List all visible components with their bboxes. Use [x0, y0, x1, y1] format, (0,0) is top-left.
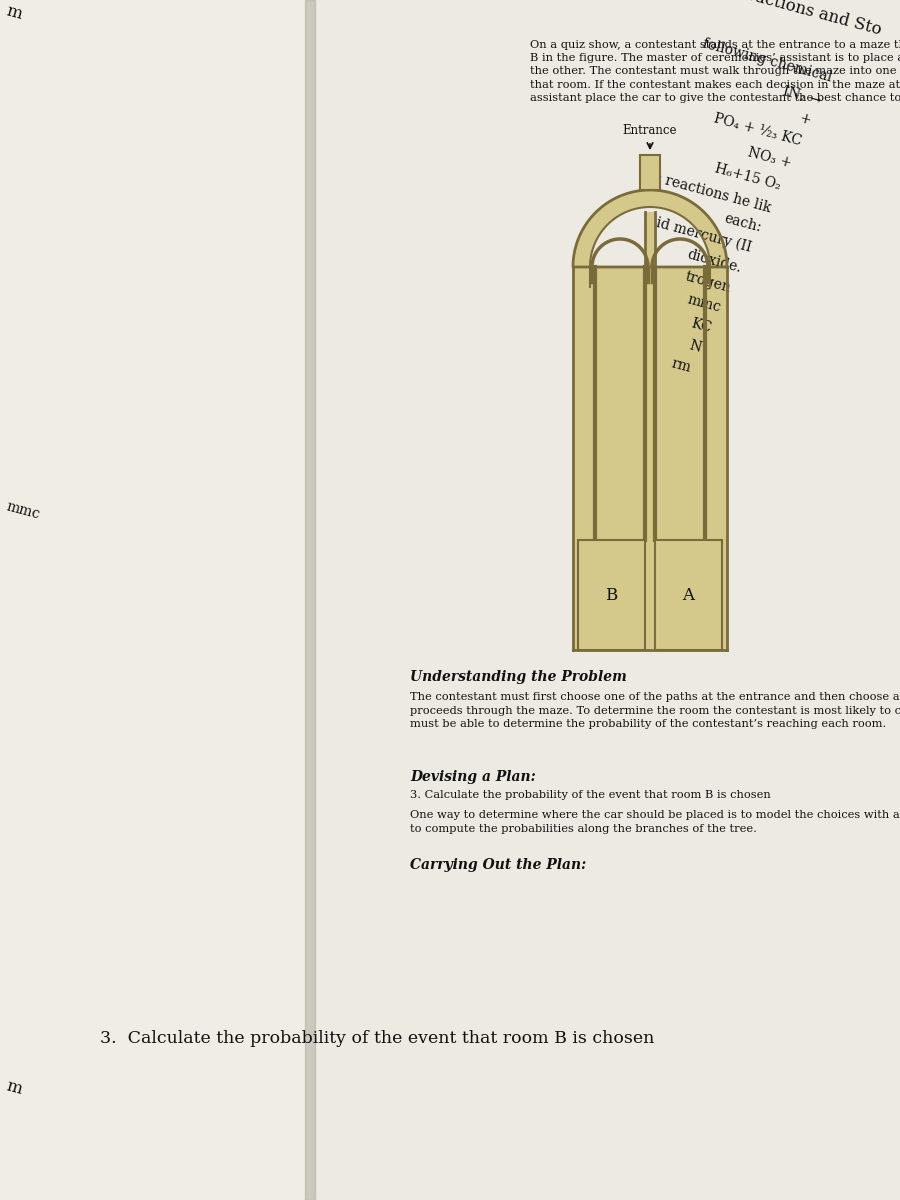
Bar: [578, 540, 645, 650]
Bar: [640, 155, 660, 190]
Text: Carrying Out the Plan:: Carrying Out the Plan:: [410, 858, 586, 872]
Polygon shape: [573, 190, 727, 650]
Text: PO₄ + ½₃ KC: PO₄ + ½₃ KC: [712, 110, 803, 148]
Text: NO₃ +: NO₃ +: [746, 145, 793, 170]
Polygon shape: [310, 0, 900, 1200]
Text: m: m: [4, 1078, 23, 1098]
Polygon shape: [590, 208, 710, 266]
Text: On a quiz show, a contestant stands at the entrance to a maze that opens into tw: On a quiz show, a contestant stands at t…: [530, 40, 900, 103]
Text: +: +: [798, 112, 813, 128]
Text: mmc: mmc: [686, 293, 723, 314]
Text: trogen: trogen: [684, 269, 733, 295]
Text: rm: rm: [670, 356, 693, 374]
Text: A: A: [682, 587, 695, 604]
Text: The contestant must first choose one of the paths at the entrance and then choos: The contestant must first choose one of …: [410, 692, 900, 730]
Text: H₆+15 O₂: H₆+15 O₂: [714, 162, 783, 193]
Polygon shape: [645, 212, 655, 287]
Polygon shape: [0, 0, 310, 1200]
Text: IN₂ →: IN₂ →: [781, 84, 823, 108]
Text: B: B: [606, 587, 617, 604]
Bar: [655, 540, 722, 650]
Text: m: m: [4, 2, 23, 23]
Text: olid mercury (II: olid mercury (II: [642, 212, 753, 254]
Text: 3. Calculate the probability of the event that room B is chosen: 3. Calculate the probability of the even…: [410, 790, 770, 800]
Text: 3.  Calculate the probability of the event that room B is chosen: 3. Calculate the probability of the even…: [100, 1030, 654, 1046]
Text: KC: KC: [689, 316, 713, 335]
Text: N: N: [688, 338, 703, 355]
Text: al Reactions and Sto: al Reactions and Sto: [712, 0, 884, 38]
Text: as reactions he lik: as reactions he lik: [644, 168, 773, 215]
Text: Understanding the Problem: Understanding the Problem: [410, 670, 626, 684]
Text: dioxide.: dioxide.: [686, 247, 742, 275]
Text: each:: each:: [723, 211, 763, 235]
Text: Devising a Plan:: Devising a Plan:: [410, 770, 536, 784]
Text: One way to determine where the car should be placed is to model the choices with: One way to determine where the car shoul…: [410, 810, 900, 834]
Text: Entrance: Entrance: [623, 124, 677, 137]
Text: mmc: mmc: [4, 499, 41, 522]
Text: following chemical: following chemical: [700, 37, 832, 85]
